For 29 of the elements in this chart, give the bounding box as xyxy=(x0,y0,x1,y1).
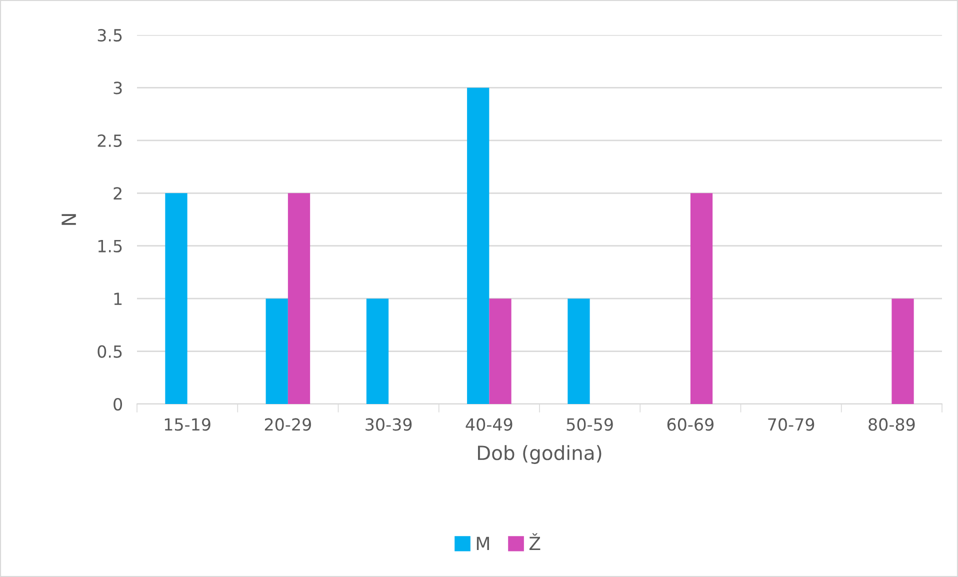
legend-label: M xyxy=(476,536,489,550)
x-tick-label: 80-89 xyxy=(868,418,915,431)
x-tick-label: 15-19 xyxy=(164,418,210,431)
x-tick-label: 70-79 xyxy=(768,418,814,431)
x-tick-label: 50-59 xyxy=(566,418,613,431)
bar xyxy=(266,298,288,404)
x-tick-label: 60-69 xyxy=(667,418,714,431)
bar xyxy=(366,298,389,404)
y-tick-label: 2.5 xyxy=(98,134,122,147)
y-tick-label: 1.5 xyxy=(98,240,122,252)
y-tick-label: 3.5 xyxy=(98,28,122,42)
bar xyxy=(892,298,914,404)
y-tick-label: 1 xyxy=(114,292,122,305)
x-tick-label: 30-39 xyxy=(366,418,412,431)
y-tick-label: 3 xyxy=(114,82,122,94)
y-tick-label: 0.5 xyxy=(98,345,122,358)
bar xyxy=(489,298,512,404)
bar xyxy=(690,193,713,404)
bar xyxy=(165,193,188,404)
x-axis-title: Dob (godina) xyxy=(478,445,602,464)
x-tick-label: 20-29 xyxy=(264,418,311,431)
legend-label: Ž xyxy=(529,533,540,550)
y-tick-label: 2 xyxy=(114,187,122,200)
bar xyxy=(568,298,590,404)
y-tick-label: 0 xyxy=(114,398,122,411)
bar xyxy=(288,193,310,404)
y-axis-title: N xyxy=(62,214,76,225)
bar xyxy=(467,88,490,404)
x-tick-label: 40-49 xyxy=(466,418,512,431)
